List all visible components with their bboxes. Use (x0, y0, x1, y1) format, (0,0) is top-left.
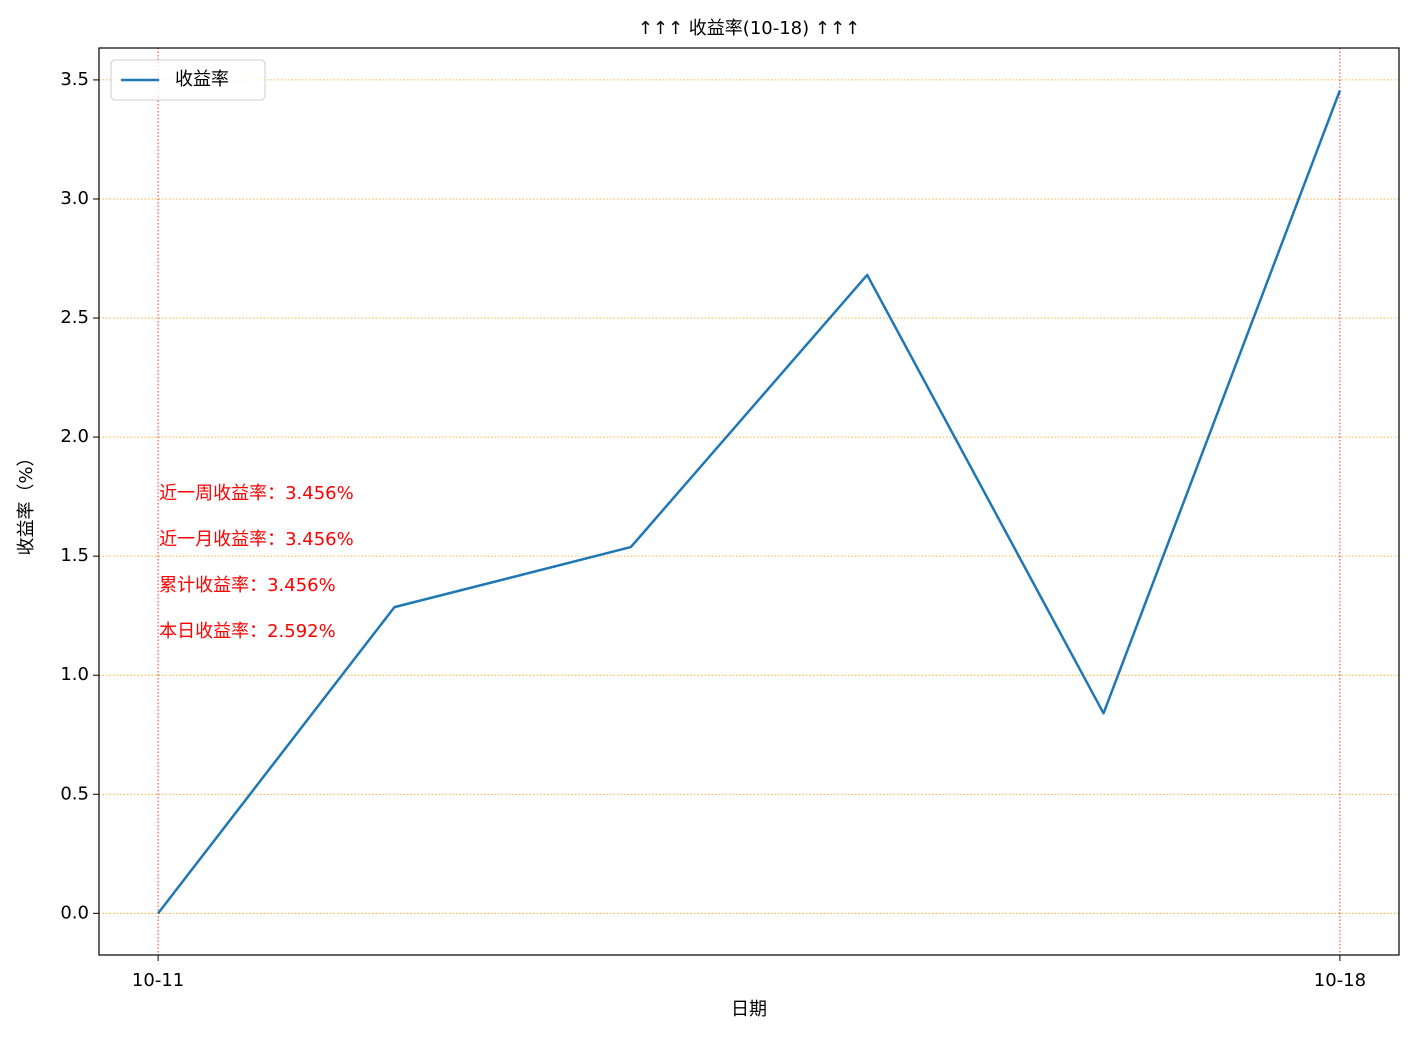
legend-label: 收益率 (175, 69, 229, 90)
y-tick-label: 3.0 (60, 188, 89, 209)
chart-title: ↑↑↑ 收益率(10-18) ↑↑↑ (638, 18, 860, 39)
x-tick-label: 10-11 (132, 970, 184, 991)
plot-frame (98, 47, 1400, 956)
y-tick-label: 2.5 (60, 307, 89, 328)
y-tick-label: 1.5 (60, 545, 89, 566)
y-axis-label: 收益率（%） (16, 448, 37, 555)
x-axis-label: 日期 (731, 999, 767, 1020)
annotation: 累计收益率：3.456% (159, 575, 336, 596)
legend-box (110, 59, 266, 101)
y-tick-label: 3.5 (60, 69, 89, 90)
y-tick-label: 0.5 (60, 783, 89, 804)
y-tick-label: 1.0 (60, 664, 89, 685)
y-tick-label: 2.0 (60, 426, 89, 447)
annotation: 本日收益率：2.592% (159, 621, 336, 642)
x-tick-label: 10-18 (1314, 970, 1366, 991)
annotation: 近一周收益率：3.456% (159, 483, 354, 504)
y-tick-label: 0.0 (60, 902, 89, 923)
annotation: 近一月收益率：3.456% (159, 529, 354, 550)
data-line (157, 89, 1342, 915)
